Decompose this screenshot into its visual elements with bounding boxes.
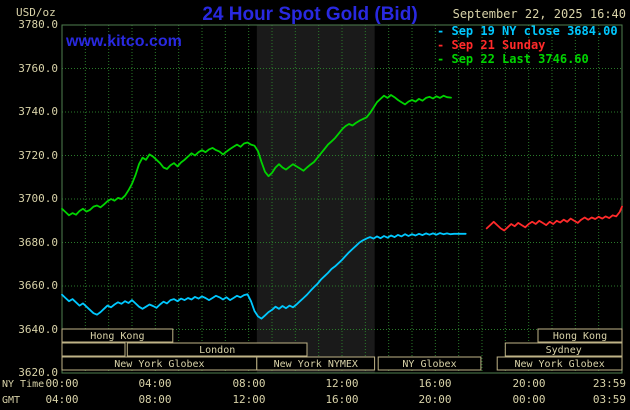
- x-tick-ny-label: 16:00: [418, 377, 452, 390]
- session-label: Hong Kong: [90, 331, 144, 342]
- x-tick-ny-label: 12:00: [325, 377, 359, 390]
- session-box: [61, 342, 126, 357]
- legend-item: - Sep 22 Last 3746.60: [437, 52, 618, 66]
- chart-datetime: September 22, 2025 16:40: [452, 7, 626, 21]
- session-label: Hong Kong: [553, 331, 607, 342]
- session-label: New York Globex: [114, 359, 204, 370]
- x-tick-gmt-label: 04:00: [45, 393, 79, 406]
- y-tick-label: 3700.0: [18, 192, 58, 205]
- legend-marker: -: [437, 24, 445, 38]
- nymex-session-band: [256, 25, 375, 373]
- x-tick-ny-label: 00:00: [45, 377, 79, 390]
- x-tick-gmt-label: 08:00: [138, 393, 172, 406]
- x-tick-ny-label: 20:00: [512, 377, 546, 390]
- session-label: New York NYMEX: [274, 359, 358, 370]
- session-label: London: [199, 345, 235, 356]
- y-tick-label: 3760.0: [18, 61, 58, 75]
- session-box: [61, 328, 174, 343]
- legend-label: Sep 22 Last 3746.60: [451, 52, 589, 66]
- session-box: [126, 342, 308, 357]
- legend-label: Sep 21 Sunday: [451, 38, 546, 52]
- legend-item: - Sep 21 Sunday: [437, 38, 618, 52]
- x-tick-ny-label: 04:00: [138, 377, 172, 390]
- legend-item: - Sep 19 NY close 3684.00: [437, 24, 618, 38]
- y-tick-label: 3780.0: [18, 18, 58, 31]
- session-label: Sydney: [546, 345, 582, 356]
- x-tick-gmt-label: 12:00: [232, 393, 266, 406]
- x-tick-gmt-label: 20:00: [418, 393, 452, 406]
- session-box: [256, 356, 376, 371]
- y-tick-label: 3620.0: [18, 366, 58, 379]
- y-tick-label: 3740.0: [18, 105, 58, 118]
- price-line-sep-21-sunday: [485, 205, 623, 232]
- ny-time-axis-label: NY Time: [2, 379, 45, 390]
- legend-marker: -: [437, 52, 445, 66]
- session-box: [504, 342, 623, 357]
- x-tick-gmt-label: 16:00: [325, 393, 359, 406]
- session-label: New York Globex: [514, 359, 604, 370]
- price-line-sep-22-last: [61, 94, 452, 217]
- legend: - Sep 19 NY close 3684.00 - Sep 21 Sunda…: [437, 24, 618, 66]
- session-box: [377, 356, 482, 371]
- price-line-sep-19-ny-close: [61, 232, 467, 320]
- session-box: [496, 356, 623, 371]
- legend-label: Sep 19 NY close 3684.00: [451, 24, 618, 38]
- y-axis-unit-label: USD/oz: [16, 6, 56, 19]
- chart-title: 24 Hour Spot Gold (Bid): [202, 4, 418, 25]
- session-box: [537, 328, 623, 343]
- x-tick-gmt-label: 03:59: [592, 393, 626, 406]
- kitco-watermark-link[interactable]: www.kitco.com: [66, 33, 182, 50]
- y-tick-label: 3720.0: [18, 148, 58, 162]
- x-tick-ny-label: 23:59: [592, 377, 626, 390]
- session-label: NY Globex: [402, 359, 456, 370]
- x-tick-gmt-label: 00:00: [512, 393, 546, 406]
- gmt-axis-label: GMT: [2, 395, 21, 406]
- y-tick-label: 3680.0: [18, 235, 58, 249]
- plot-border: [61, 24, 623, 374]
- y-tick-label: 3660.0: [18, 279, 58, 292]
- legend-marker: -: [437, 38, 445, 52]
- y-tick-label: 3640.0: [18, 322, 58, 336]
- x-tick-ny-label: 08:00: [232, 377, 266, 390]
